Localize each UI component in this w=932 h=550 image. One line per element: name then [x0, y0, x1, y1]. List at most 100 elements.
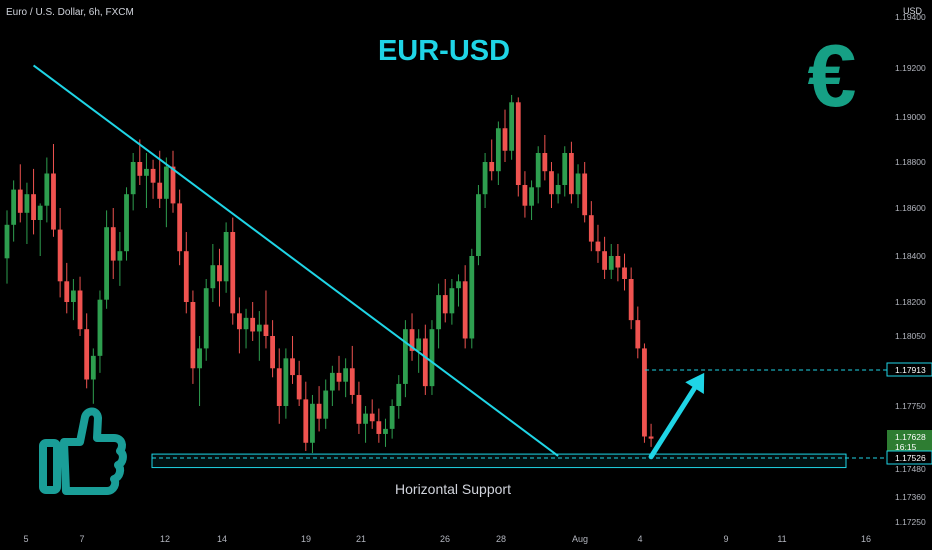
candle-body	[429, 329, 435, 387]
candle	[84, 313, 90, 389]
support-zone	[151, 453, 847, 469]
candle-body	[203, 288, 209, 349]
thumbs-up-icon	[39, 407, 127, 495]
price-tick-label: 1.19000	[895, 112, 926, 122]
candle	[635, 306, 641, 359]
candle	[163, 157, 169, 228]
price-tick-label: 1.18600	[895, 203, 926, 213]
candle	[316, 386, 322, 432]
candle-body	[462, 281, 468, 339]
candle	[369, 399, 375, 429]
candle	[602, 236, 607, 279]
candle-body	[615, 256, 621, 268]
candle-body	[316, 403, 322, 419]
candle	[349, 345, 355, 404]
candle	[4, 210, 10, 284]
chart-title: EUR-USD	[378, 35, 510, 67]
candle-body	[130, 162, 136, 195]
candle-body	[296, 375, 302, 400]
time-axis[interactable]: 5 7 12 14 19 21 26 28 Aug 4 9 11 16	[23, 534, 871, 544]
candle	[310, 394, 315, 454]
candle-body	[343, 368, 349, 382]
candle-body	[237, 313, 242, 330]
candle-body	[522, 185, 528, 206]
candle	[389, 399, 395, 439]
candle	[97, 290, 103, 373]
candle	[562, 146, 568, 197]
time-tick-label: 12	[160, 534, 170, 544]
candle	[57, 208, 63, 298]
candle-body	[369, 413, 375, 422]
candle-body	[409, 329, 415, 351]
price-label-value: 1.17913	[895, 365, 926, 375]
candle	[615, 244, 621, 282]
price-tick-label: 1.17360	[895, 492, 926, 502]
price-axis[interactable]: 1.19400 1.19200 1.19000 1.18800 1.18600 1.184…	[886, 12, 932, 527]
candle-body	[622, 267, 627, 279]
price-label-countdown: 16:15	[895, 442, 917, 452]
candle	[329, 365, 335, 406]
candle-body	[349, 368, 355, 395]
candle-body	[489, 162, 495, 172]
price-tick-label: 1.18800	[895, 157, 926, 167]
candle	[522, 171, 528, 218]
price-label-target: 1.17913	[886, 362, 932, 377]
candle-body	[602, 251, 607, 270]
currency-label: USD	[903, 6, 923, 16]
candle	[283, 348, 289, 419]
candle	[396, 375, 402, 419]
candle	[243, 308, 249, 349]
candle	[569, 141, 574, 204]
candle	[276, 348, 282, 424]
candle	[515, 97, 521, 197]
candle-body	[144, 168, 149, 176]
time-tick-label: 14	[217, 534, 227, 544]
candle-body	[290, 358, 295, 376]
candle-body	[71, 290, 76, 302]
candle-body	[223, 232, 229, 282]
candle-body	[57, 229, 63, 282]
candle	[124, 187, 129, 261]
candle	[482, 153, 488, 208]
candle	[137, 139, 143, 185]
candle	[442, 279, 448, 323]
candle-body	[117, 251, 123, 261]
time-tick-label: 4	[637, 534, 642, 544]
candle-body	[403, 329, 408, 384]
candle	[110, 208, 116, 279]
candle-body	[177, 203, 183, 252]
candle	[535, 146, 541, 204]
candle	[323, 379, 329, 429]
candle	[230, 217, 236, 325]
candle	[303, 381, 309, 451]
candle	[170, 150, 176, 213]
candle-body	[562, 153, 568, 185]
candle-body	[323, 390, 329, 419]
candle-body	[51, 173, 56, 230]
candle-body	[535, 153, 541, 188]
candle	[270, 320, 275, 378]
price-tick-label: 1.18200	[895, 297, 926, 307]
candle-body	[436, 295, 441, 330]
candle-body	[502, 128, 508, 151]
candle	[250, 302, 256, 341]
candle-body	[44, 173, 50, 206]
candle-body	[495, 128, 501, 172]
drawing-layer	[32, 64, 888, 469]
price-label-box	[887, 430, 932, 454]
candle	[509, 94, 515, 160]
candle-body	[217, 265, 222, 282]
candle	[24, 182, 30, 244]
candle	[343, 358, 349, 398]
candle	[549, 162, 554, 208]
candle	[476, 185, 481, 266]
candle-body	[190, 302, 196, 369]
support-label: Horizontal Support	[395, 481, 511, 497]
candle	[51, 144, 56, 237]
candle	[449, 279, 455, 325]
trendline	[32, 64, 559, 457]
candle-body	[77, 290, 83, 330]
candle	[529, 180, 534, 220]
